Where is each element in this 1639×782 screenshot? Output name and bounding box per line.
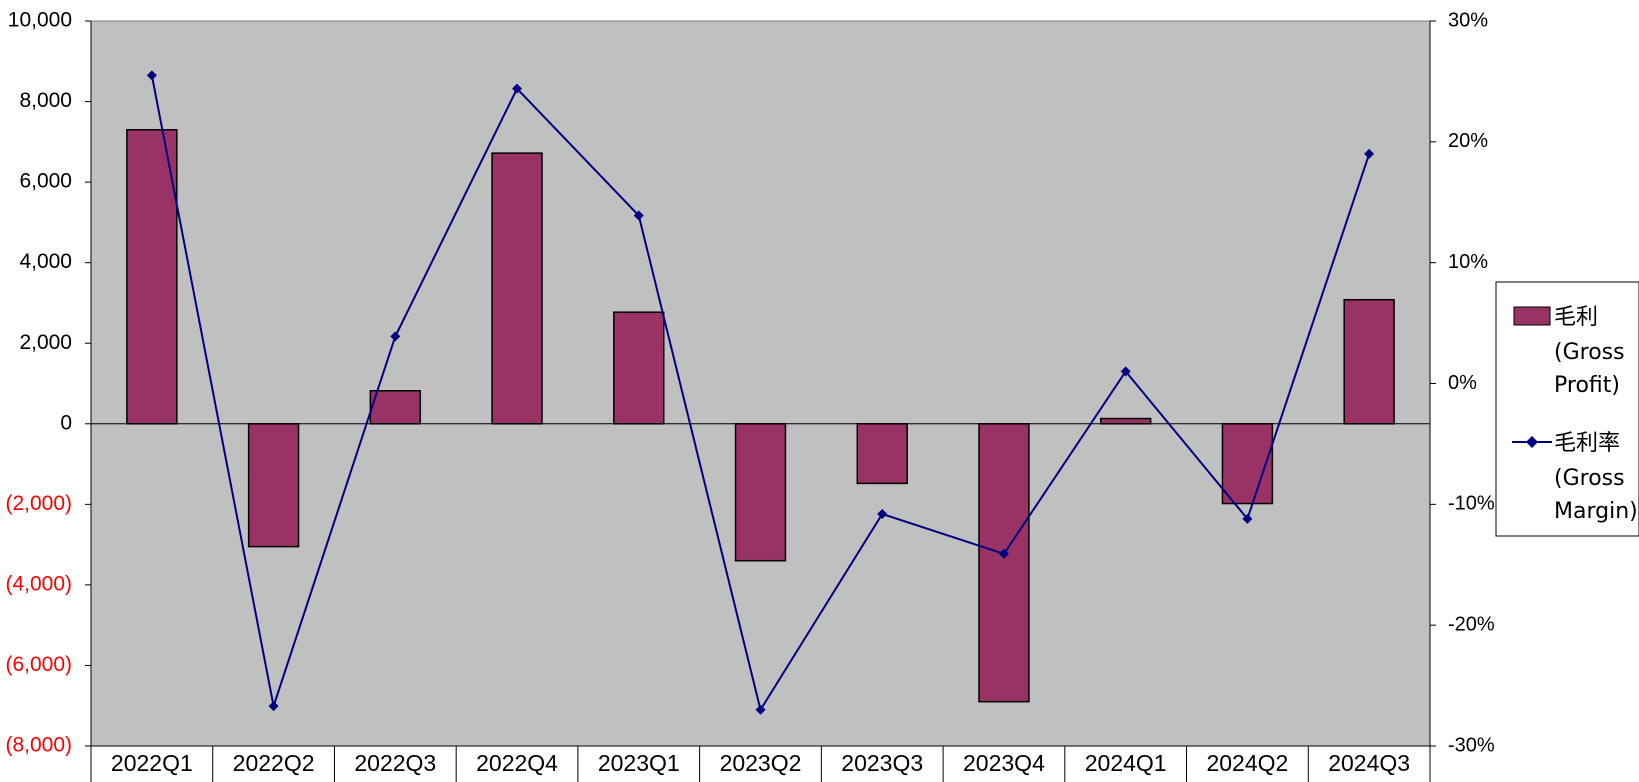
category-label: 2023Q4 [963, 750, 1045, 776]
margin-point-2023Q2 [755, 704, 766, 715]
category-label: 2022Q1 [111, 750, 193, 776]
bar-2024Q1 [1099, 417, 1152, 425]
right-tick-label: 0% [1448, 372, 1477, 394]
left-tick-label: (6,000) [5, 653, 72, 676]
right-tick-label: 30% [1448, 9, 1488, 31]
right-tick-label: 20% [1448, 130, 1488, 152]
left-tick-label: (2,000) [5, 492, 72, 515]
left-tick-label: (4,000) [5, 572, 72, 595]
legend-bar-label-line2: (Gross [1554, 340, 1625, 365]
legend-bar-swatch [1513, 306, 1551, 326]
bar-2022Q4 [491, 152, 543, 425]
bar-2023Q1 [613, 311, 665, 425]
bar-2022Q2 [247, 423, 300, 548]
category-label: 2024Q2 [1206, 750, 1288, 776]
bar-2022Q3 [369, 390, 422, 425]
bar-2022Q1 [126, 129, 178, 425]
left-tick-label: 6,000 [19, 170, 72, 193]
margin-point-2023Q3 [877, 509, 888, 519]
legend-bar-label-line3: Profit) [1554, 373, 1620, 398]
bar-2024Q3 [1343, 298, 1395, 425]
margin-point-2024Q1 [1120, 366, 1131, 377]
right-tick-label: -30% [1448, 734, 1495, 756]
left-tick-label: 0 [60, 411, 72, 434]
category-label: 2022Q3 [354, 750, 436, 776]
left-tick-label: 4,000 [19, 250, 72, 273]
category-label: 2022Q4 [476, 750, 558, 776]
margin-point-2024Q2 [1242, 513, 1253, 524]
right-tick-label: -10% [1448, 493, 1495, 515]
margin-point-2023Q4 [998, 548, 1009, 559]
category-label: 2022Q2 [233, 750, 315, 776]
right-tick-label: 10% [1448, 251, 1488, 273]
legend-bar-label-line1: 毛利 [1554, 305, 1598, 330]
legend-line-label-line2: (Gross [1554, 466, 1625, 491]
category-label: 2023Q3 [841, 750, 923, 776]
margin-point-2024Q3 [1364, 148, 1375, 159]
legend-line-label-line3: Margin) [1554, 499, 1638, 524]
bar-2023Q4 [978, 423, 1030, 703]
margin-point-2022Q3 [390, 331, 401, 342]
category-label: 2024Q1 [1085, 750, 1167, 776]
legend: 毛利 (Gross Profit) 毛利率 (Gross Margin) [1495, 281, 1639, 537]
bar-2023Q2 [734, 423, 787, 562]
margin-point-2022Q4 [512, 83, 523, 94]
left-tick-label: 2,000 [19, 331, 72, 354]
right-tick-label: -20% [1448, 613, 1495, 635]
category-label: 2023Q2 [720, 750, 802, 776]
legend-line-marker [1526, 436, 1538, 448]
line-series [146, 70, 1375, 715]
bar-series [126, 129, 1395, 703]
margin-point-2022Q1 [146, 70, 157, 81]
legend-line-label-line1: 毛利率 [1554, 431, 1620, 456]
right-axis: 30% 20% 10% 0% -10% -20% -30% [1429, 9, 1495, 756]
category-axis: 2022Q1 2022Q2 2022Q3 2022Q4 2023Q1 2023Q2 2023… [90, 745, 1431, 782]
plot-area [90, 20, 1431, 747]
category-label: 2023Q1 [598, 750, 680, 776]
left-tick-label: 10,000 [8, 9, 72, 32]
left-tick-label: 8,000 [19, 89, 72, 112]
category-label: 2024Q3 [1328, 750, 1410, 776]
bar-2023Q3 [856, 423, 908, 485]
left-axis: 10,000 8,000 6,000 4,000 2,000 0 (2,000) (4,000… [5, 9, 92, 757]
left-tick-label: (8,000) [5, 734, 72, 757]
bar-2024Q2 [1221, 423, 1274, 505]
margin-point-2022Q2 [268, 701, 279, 712]
margin-point-2023Q1 [633, 210, 644, 221]
